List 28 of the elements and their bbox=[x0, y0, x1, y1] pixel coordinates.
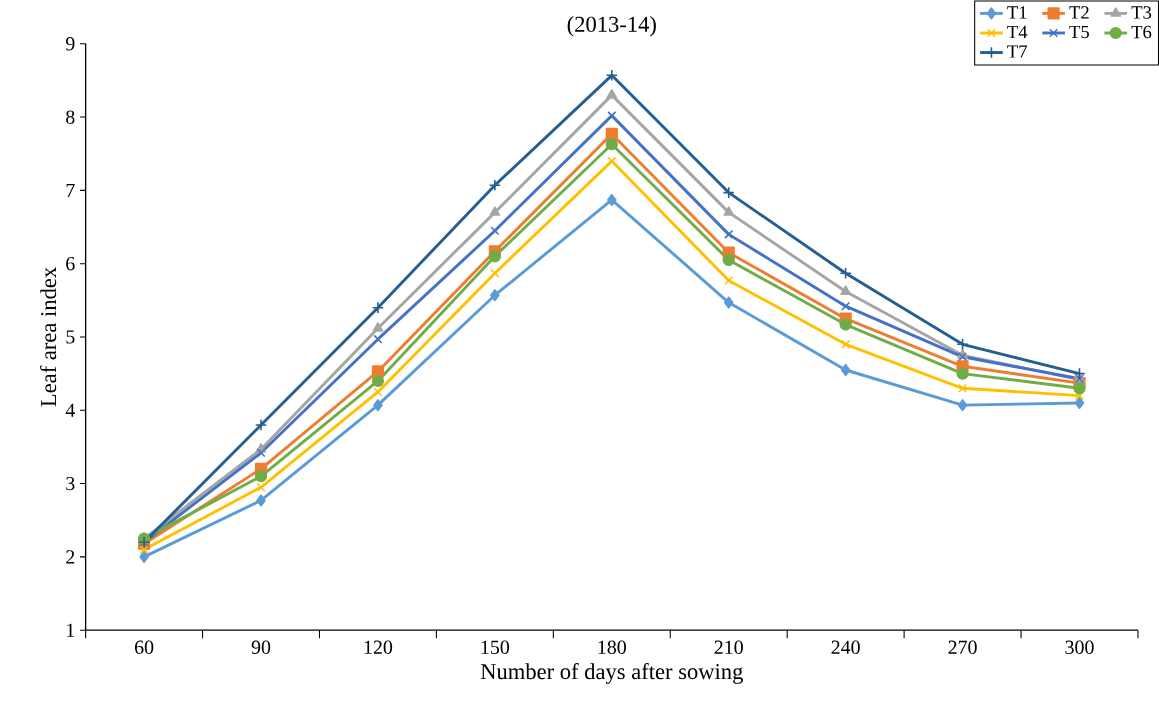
x-axis-title: Number of days after sowing bbox=[480, 663, 743, 684]
y-tick-label: 9 bbox=[65, 37, 75, 51]
x-tick-label: 210 bbox=[714, 640, 743, 655]
y-tick-label: 3 bbox=[66, 477, 75, 491]
y-tick-label: 2 bbox=[66, 550, 75, 564]
legend-label: T7 bbox=[1007, 45, 1028, 58]
legend-label: T3 bbox=[1131, 6, 1152, 19]
chart-title: (2013-14) bbox=[567, 16, 656, 37]
legend-label: T4 bbox=[1007, 25, 1028, 39]
legend-label: T5 bbox=[1069, 26, 1089, 39]
y-tick-label: 6 bbox=[66, 257, 75, 271]
y-tick-label: 4 bbox=[65, 403, 75, 417]
x-tick-label: 240 bbox=[831, 640, 860, 655]
x-tick-label: 60 bbox=[134, 640, 154, 655]
x-tick-label: 180 bbox=[598, 640, 626, 655]
x-tick-label: 300 bbox=[1065, 640, 1094, 655]
legend-label: T6 bbox=[1131, 25, 1152, 39]
legend-label: T1 bbox=[1007, 6, 1027, 19]
y-tick-label: 7 bbox=[66, 183, 75, 198]
y-tick-label: 8 bbox=[66, 110, 75, 124]
x-tick-label: 120 bbox=[364, 640, 393, 655]
x-tick-label: 90 bbox=[251, 640, 271, 655]
y-tick-label: 5 bbox=[66, 330, 75, 344]
x-tick-label: 270 bbox=[948, 640, 977, 655]
y-axis-title: Leaf area index bbox=[40, 267, 57, 407]
y-tick-label: 1 bbox=[67, 623, 75, 637]
legend-label: T2 bbox=[1069, 6, 1089, 19]
x-tick-label: 150 bbox=[481, 640, 510, 655]
